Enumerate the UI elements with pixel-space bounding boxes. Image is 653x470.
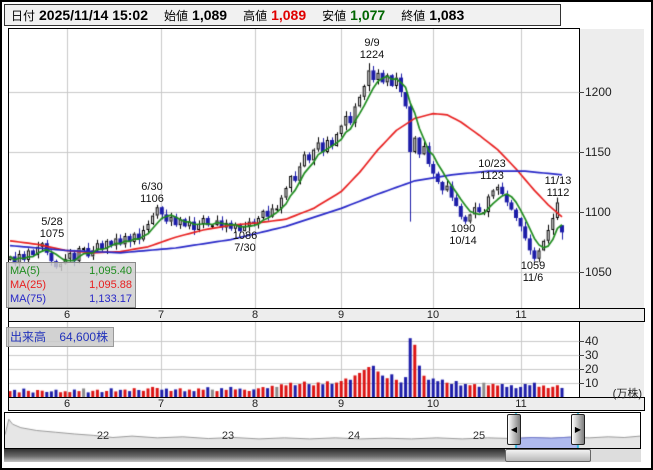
annotation-line2: 10/14 <box>449 235 477 247</box>
price-axis-column <box>580 29 644 308</box>
price-chart-area[interactable] <box>8 28 580 309</box>
history-navigator[interactable] <box>4 412 641 449</box>
price-tick-label: 1150 <box>585 145 611 159</box>
month-label: 8 <box>251 309 259 321</box>
annotation-line2: 1075 <box>39 228 65 240</box>
open-label: 始値 <box>164 8 189 23</box>
high-value: 1,089 <box>271 7 307 23</box>
month-label: 10 <box>426 398 440 410</box>
month-label: 11 <box>515 309 527 321</box>
annotation-line1: 1086 <box>232 230 258 242</box>
price-tick-label: 1050 <box>585 265 612 279</box>
swing-annotation: 11/13 1112 <box>545 175 572 199</box>
volume-chart-month-axis <box>8 397 645 411</box>
left-arrow-icon: ◀ <box>510 425 518 434</box>
annotation-line2: 1123 <box>480 170 504 182</box>
annotation-line2: 1224 <box>359 49 385 61</box>
volume-axis-column <box>580 322 644 397</box>
annotation-line2: 11/6 <box>522 272 544 284</box>
ma25-label: MA(25) <box>10 279 47 291</box>
annotation-line2: 1112 <box>546 187 570 199</box>
annotation-line1: 10/23 <box>478 158 506 170</box>
close-label: 終値 <box>401 8 426 23</box>
ma25-value: 1,095.88 <box>89 279 132 291</box>
low-value: 1,077 <box>350 7 386 23</box>
quote-header: 日付 2025/11/14 15:02 始値 1,089 高値 1,089 安値… <box>4 4 561 26</box>
navigator-canvas[interactable] <box>5 413 640 448</box>
swing-annotation: 1059 11/6 <box>521 260 545 284</box>
ma5-label: MA(5) <box>10 265 40 277</box>
high-label: 高値 <box>243 8 268 23</box>
month-label: 6 <box>63 309 71 321</box>
month-label: 8 <box>251 398 259 410</box>
swing-annotation: 6/30 1106 <box>140 181 164 205</box>
navigator-left-arrow-button[interactable]: ◀ <box>507 414 521 445</box>
date-value: 2025/11/14 15:02 <box>39 7 149 23</box>
swing-annotation: 1090 10/14 <box>449 223 477 247</box>
price-tick-label: 1100 <box>585 205 611 219</box>
price-tick-mark <box>579 212 584 213</box>
annotation-line2: 7/30 <box>234 242 256 254</box>
volume-readout-value: 64,600株 <box>59 330 109 344</box>
volume-readout: 出来高 64,600株 <box>6 327 115 347</box>
volume-tick-label: 40 <box>585 334 599 348</box>
swing-annotation: 5/28 1075 <box>40 216 64 240</box>
volume-tick-mark <box>579 355 584 356</box>
annotation-line1: 6/30 <box>141 181 163 193</box>
navigator-year-label: 23 <box>221 430 235 442</box>
price-chart-month-axis <box>8 308 645 322</box>
price-tick-mark <box>579 272 584 273</box>
month-label: 6 <box>63 398 71 410</box>
price-chart-canvas[interactable] <box>9 29 579 308</box>
month-label: 9 <box>337 309 345 321</box>
ma75-label: MA(75) <box>10 293 47 305</box>
month-label: 11 <box>515 398 527 410</box>
month-label: 9 <box>337 398 345 410</box>
month-label: 7 <box>157 309 165 321</box>
date-label: 日付 <box>11 8 36 23</box>
navigator-year-label: 25 <box>472 430 486 442</box>
annotation-line1: 9/9 <box>364 37 380 49</box>
volume-readout-label: 出来高 <box>10 330 47 344</box>
ma-legend: MA(5) 1,095.40 MA(25) 1,095.88 MA(75) 1,… <box>6 262 136 308</box>
month-label: 10 <box>426 309 440 321</box>
month-label: 7 <box>157 398 165 410</box>
open-value: 1,089 <box>192 7 228 23</box>
ma75-value: 1,133.17 <box>89 293 132 305</box>
annotation-line1: 5/28 <box>41 216 63 228</box>
annotation-line1: 1090 <box>450 223 476 235</box>
navigator-year-label: 22 <box>96 430 110 442</box>
swing-annotation: 10/23 1123 <box>478 158 506 182</box>
low-label: 安値 <box>322 8 347 23</box>
volume-tick-mark <box>579 341 584 342</box>
navigator-year-label: 24 <box>347 430 361 442</box>
swing-annotation: 1086 7/30 <box>233 230 257 254</box>
right-arrow-icon: ▶ <box>574 425 582 434</box>
scrollbar-filled-track[interactable] <box>4 449 505 462</box>
volume-tick-mark <box>579 369 584 370</box>
ma5-value: 1,095.40 <box>89 265 132 277</box>
price-tick-mark <box>579 92 584 93</box>
swing-annotation: 9/9 1224 <box>360 37 384 61</box>
price-tick-label: 1200 <box>585 85 612 99</box>
horizontal-scrollbar-track[interactable] <box>4 449 641 462</box>
scrollbar-thumb[interactable] <box>505 449 591 462</box>
volume-tick-label: 20 <box>585 362 599 376</box>
annotation-line1: 1059 <box>520 260 546 272</box>
close-value: 1,083 <box>429 7 465 23</box>
price-tick-mark <box>579 152 584 153</box>
volume-tick-label: 30 <box>585 348 599 362</box>
volume-tick-mark <box>579 383 584 384</box>
annotation-line2: 1106 <box>140 193 164 205</box>
volume-tick-label: 10 <box>585 376 599 390</box>
navigator-right-arrow-button[interactable]: ▶ <box>571 414 585 445</box>
annotation-line1: 11/13 <box>544 175 572 187</box>
volume-unit-label: (万株) <box>612 388 642 400</box>
